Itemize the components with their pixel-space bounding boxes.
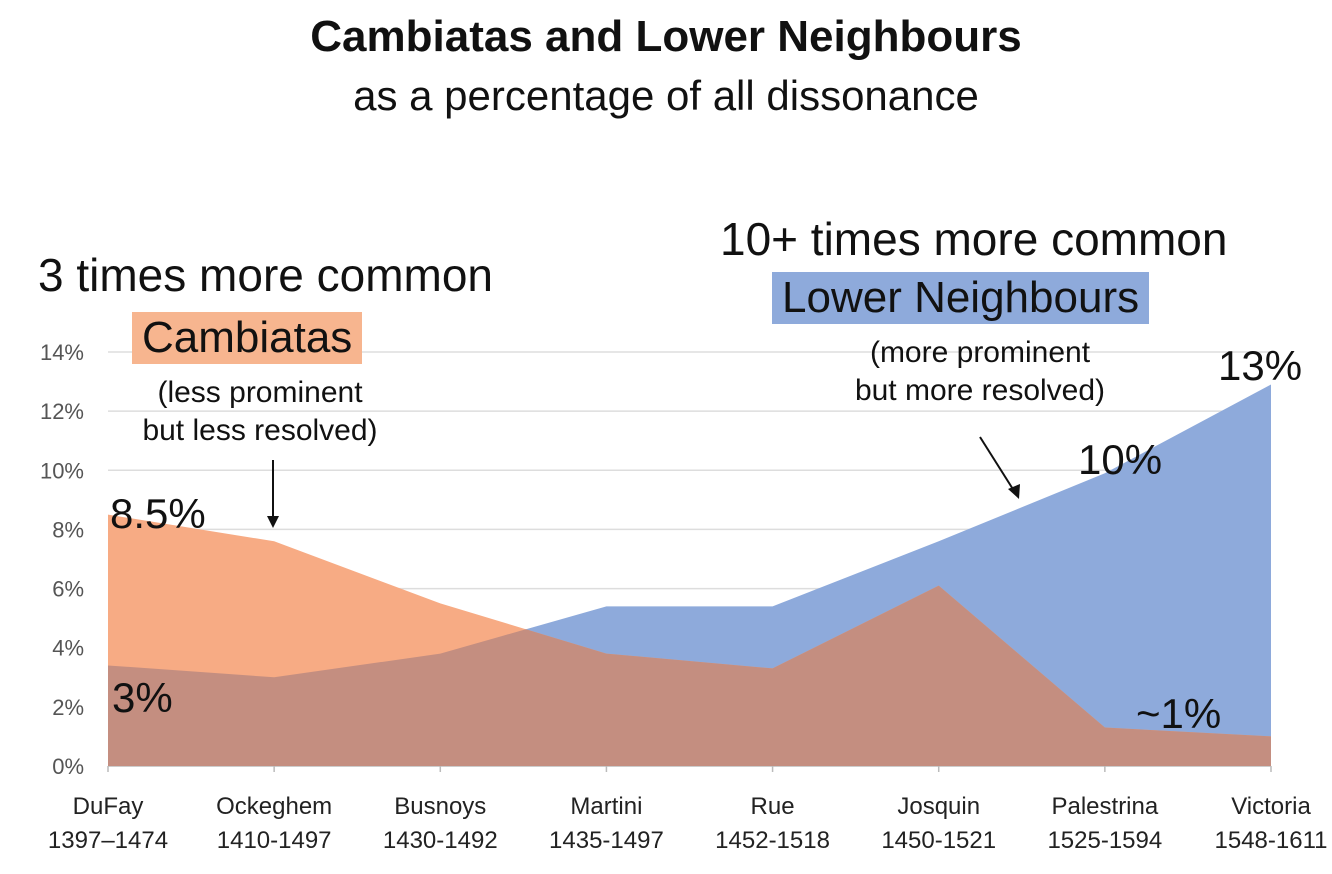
y-tick-label: 8% xyxy=(52,517,84,542)
lower-neighbours-arrow xyxy=(979,436,1017,495)
x-category-label: Ockeghem xyxy=(216,793,332,820)
cambiatas-note-line-2: but less resolved) xyxy=(142,413,378,447)
y-tick-label: 12% xyxy=(40,399,84,424)
lower-neighbours-tag: Lower Neighbours xyxy=(772,272,1150,325)
x-category-dates: 1410-1497 xyxy=(217,827,332,854)
y-tick-label: 2% xyxy=(52,695,84,720)
lower-neighbours-note-line-1: (more prominent xyxy=(869,336,1091,369)
x-category-dates: 1430-1492 xyxy=(383,827,498,854)
x-category-label: Martini xyxy=(570,793,642,820)
pct-label-palestrina-lower: 10% xyxy=(1078,436,1163,483)
x-category-dates: 1525-1594 xyxy=(1047,827,1162,854)
cambiatas-tag: Cambiatas xyxy=(132,312,363,365)
overlap-area xyxy=(108,585,1271,766)
right-header-note: 10+ times more common xyxy=(720,213,1228,265)
y-axis-ticks: 0% 2% 4% 6% 8% 10% 12% 14% xyxy=(40,340,84,779)
y-tick-label: 6% xyxy=(52,577,84,602)
lower-neighbours-note-line-2: but more resolved) xyxy=(854,373,1106,407)
y-tick-label: 0% xyxy=(52,754,84,779)
x-category-label: Palestrina xyxy=(1051,793,1158,820)
chart-title: Cambiatas and Lower Neighbours xyxy=(310,12,1022,61)
x-category-dates: 1548-1611 xyxy=(1215,827,1328,854)
lower-neighbours-note: (more prominent but more resolved) xyxy=(830,334,1130,409)
x-category-dates: 1397–1474 xyxy=(48,827,168,854)
y-tick-label: 10% xyxy=(40,458,84,483)
x-category-label: Busnoys xyxy=(394,793,486,820)
x-category-dates: 1450-1521 xyxy=(881,827,996,854)
x-category-label: Josquin xyxy=(897,793,980,820)
chart-subtitle: as a percentage of all dissonance xyxy=(353,72,979,119)
x-category-dates: 1452-1518 xyxy=(715,827,830,854)
pct-label-dufay-lower: 3% xyxy=(112,674,173,721)
pct-label-victoria-lower: 13% xyxy=(1218,342,1303,389)
x-category-label: Rue xyxy=(751,793,795,820)
y-tick-label: 14% xyxy=(40,340,84,365)
cambiatas-note-line-1: (less prominent xyxy=(157,376,363,409)
y-tick-label: 4% xyxy=(52,636,84,661)
x-axis-categories: DuFay 1397–1474 Ockeghem 1410-1497 Busnoys 14… xyxy=(48,766,1328,854)
cambiatas-note: (less prominent but less resolved) xyxy=(110,374,410,449)
lower-neighbours-arrowhead xyxy=(1008,484,1020,499)
x-category-label: Victoria xyxy=(1231,793,1311,820)
x-category-label: DuFay xyxy=(73,793,144,820)
left-header-note: 3 times more common xyxy=(38,249,494,301)
pct-label-dufay-cambiatas: 8.5% xyxy=(110,490,206,537)
cambiatas-arrowhead xyxy=(267,516,279,528)
pct-label-victoria-cambiatas: ~1% xyxy=(1136,690,1222,737)
x-category-dates: 1435-1497 xyxy=(549,827,664,854)
